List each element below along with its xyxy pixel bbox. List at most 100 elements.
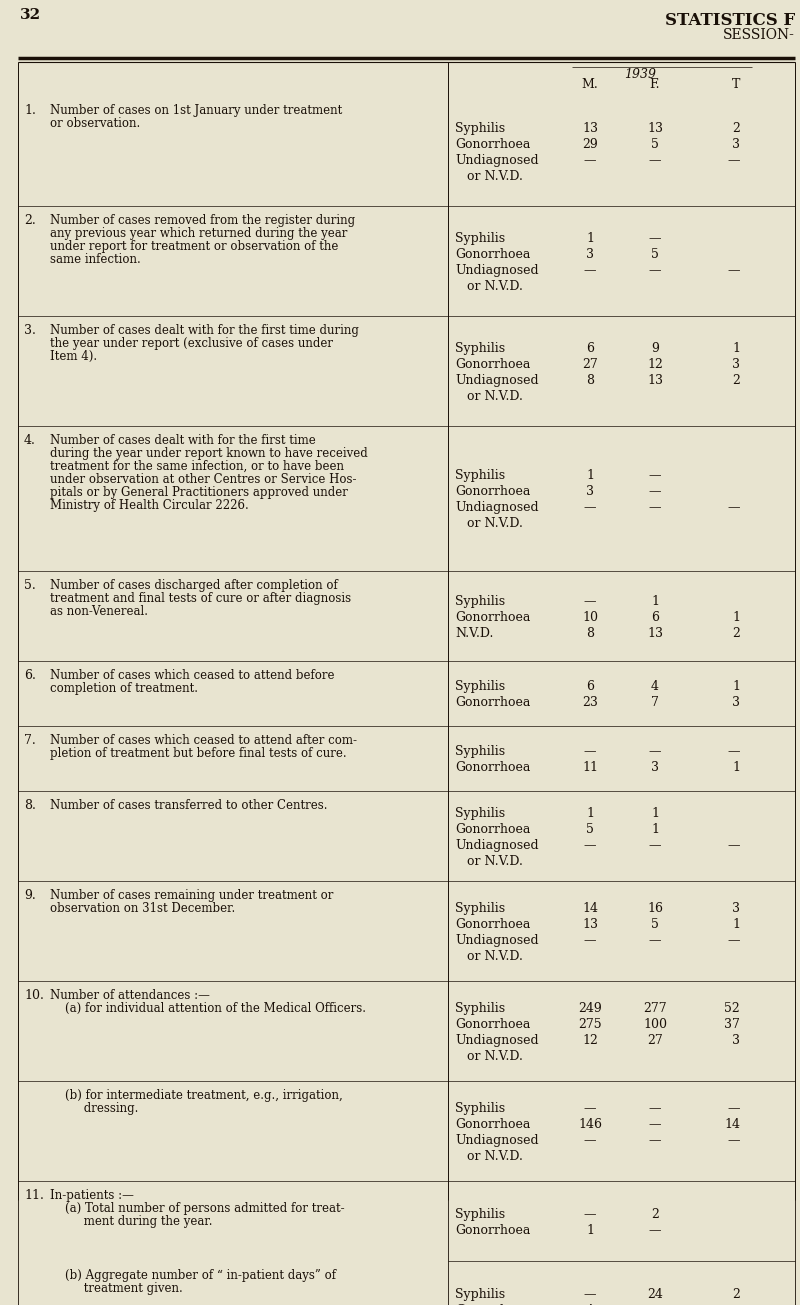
Text: treatment given.: treatment given. <box>50 1282 182 1295</box>
Text: 2: 2 <box>651 1208 659 1221</box>
Text: Undiagnosed: Undiagnosed <box>455 1134 538 1147</box>
Text: 1.: 1. <box>24 104 36 117</box>
Text: Undiagnosed: Undiagnosed <box>455 501 538 514</box>
Text: or N.V.D.: or N.V.D. <box>467 950 523 963</box>
Text: —: — <box>584 934 596 947</box>
Text: 13: 13 <box>582 917 598 930</box>
Text: as non-Venereal.: as non-Venereal. <box>50 606 148 619</box>
Text: 6: 6 <box>586 680 594 693</box>
Text: 14: 14 <box>724 1118 740 1131</box>
Text: 2.: 2. <box>24 214 36 227</box>
Text: 24: 24 <box>647 1288 663 1301</box>
Text: 2: 2 <box>732 375 740 388</box>
Text: Undiagnosed: Undiagnosed <box>455 264 538 277</box>
Text: —: — <box>649 1101 662 1114</box>
Text: Gonorrhoea: Gonorrhoea <box>455 485 530 499</box>
Text: 1939: 1939 <box>624 68 656 81</box>
Text: 5: 5 <box>586 823 594 837</box>
Text: 8: 8 <box>586 375 594 388</box>
Text: 9.: 9. <box>24 889 36 902</box>
Text: Gonorrhoea: Gonorrhoea <box>455 917 530 930</box>
Text: or N.V.D.: or N.V.D. <box>467 517 523 530</box>
Text: Syphilis: Syphilis <box>455 745 505 758</box>
Text: or N.V.D.: or N.V.D. <box>467 1051 523 1064</box>
Text: —: — <box>649 154 662 167</box>
Text: 5: 5 <box>651 917 659 930</box>
Text: Syphilis: Syphilis <box>455 806 505 820</box>
Text: completion of treatment.: completion of treatment. <box>50 683 198 696</box>
Text: 1: 1 <box>651 595 659 608</box>
Text: 13: 13 <box>647 121 663 134</box>
Text: 11: 11 <box>582 761 598 774</box>
Text: Number of cases which ceased to attend before: Number of cases which ceased to attend b… <box>50 669 334 683</box>
Text: Number of cases removed from the register during: Number of cases removed from the registe… <box>50 214 355 227</box>
Text: (b) for intermediate treatment, e.g., irrigation,: (b) for intermediate treatment, e.g., ir… <box>50 1088 342 1101</box>
Text: the year under report (exclusive of cases under: the year under report (exclusive of case… <box>50 337 333 350</box>
Text: Number of cases discharged after completion of: Number of cases discharged after complet… <box>50 579 338 592</box>
Text: 146: 146 <box>578 1118 602 1131</box>
Text: 100: 100 <box>643 1018 667 1031</box>
Text: Undiagnosed: Undiagnosed <box>455 375 538 388</box>
Text: —: — <box>727 154 740 167</box>
Text: 6.: 6. <box>24 669 36 683</box>
Text: 10: 10 <box>582 611 598 624</box>
Text: Syphilis: Syphilis <box>455 232 505 245</box>
Text: Syphilis: Syphilis <box>455 468 505 482</box>
Text: 9: 9 <box>651 342 659 355</box>
Text: —: — <box>727 1101 740 1114</box>
Text: under observation at other Centres or Service Hos-: under observation at other Centres or Se… <box>50 472 357 485</box>
Text: Syphilis: Syphilis <box>455 680 505 693</box>
Text: 1: 1 <box>651 823 659 837</box>
Text: Number of attendances :—: Number of attendances :— <box>50 989 210 1002</box>
Text: 5: 5 <box>651 248 659 261</box>
Text: 3: 3 <box>586 485 594 499</box>
Text: 5.: 5. <box>24 579 36 592</box>
Text: (a) for individual attention of the Medical Officers.: (a) for individual attention of the Medi… <box>50 1002 366 1015</box>
Text: N.V.D.: N.V.D. <box>455 626 494 639</box>
Text: 52: 52 <box>724 1002 740 1015</box>
Text: Undiagnosed: Undiagnosed <box>455 839 538 852</box>
Text: or N.V.D.: or N.V.D. <box>467 1150 523 1163</box>
Text: 3: 3 <box>732 696 740 709</box>
Text: Gonorrhoea: Gonorrhoea <box>455 358 530 371</box>
Text: F.: F. <box>650 78 660 91</box>
Text: —: — <box>584 264 596 277</box>
Text: Number of cases transferred to other Centres.: Number of cases transferred to other Cen… <box>50 799 327 812</box>
Text: Syphilis: Syphilis <box>455 902 505 915</box>
Text: SESSION-: SESSION- <box>723 27 795 42</box>
Text: Gonorrhoea: Gonorrhoea <box>455 1224 530 1237</box>
Text: dressing.: dressing. <box>50 1101 138 1114</box>
Text: Number of cases which ceased to attend after com-: Number of cases which ceased to attend a… <box>50 733 357 746</box>
Text: observation on 31st December.: observation on 31st December. <box>50 902 235 915</box>
Text: 11.: 11. <box>24 1189 44 1202</box>
Text: 1: 1 <box>651 806 659 820</box>
Text: 29: 29 <box>582 138 598 151</box>
Text: any previous year which returned during the year: any previous year which returned during … <box>50 227 347 240</box>
Text: Undiagnosed: Undiagnosed <box>455 154 538 167</box>
Text: Undiagnosed: Undiagnosed <box>455 1034 538 1047</box>
Text: Gonorrhoea: Gonorrhoea <box>455 761 530 774</box>
Text: Gonorrhoea: Gonorrhoea <box>455 1018 530 1031</box>
Text: Gonorrhoea: Gonorrhoea <box>455 1118 530 1131</box>
Text: —: — <box>584 1101 596 1114</box>
Text: Ministry of Health Circular 2226.: Ministry of Health Circular 2226. <box>50 499 249 512</box>
Text: 277: 277 <box>643 1002 667 1015</box>
Text: —: — <box>649 1224 662 1237</box>
Text: or N.V.D.: or N.V.D. <box>467 855 523 868</box>
Text: 2: 2 <box>732 626 740 639</box>
Text: 1: 1 <box>732 611 740 624</box>
Text: 2: 2 <box>732 121 740 134</box>
Text: —: — <box>584 839 596 852</box>
Text: Gonorrhoea: Gonorrhoea <box>455 248 530 261</box>
Text: —: — <box>649 264 662 277</box>
Text: Syphilis: Syphilis <box>455 1002 505 1015</box>
Text: 1: 1 <box>732 761 740 774</box>
Text: —: — <box>727 745 740 758</box>
Text: Gonorrhoea: Gonorrhoea <box>455 696 530 709</box>
Text: or observation.: or observation. <box>50 117 140 130</box>
Text: Syphilis: Syphilis <box>455 1288 505 1301</box>
Text: Undiagnosed: Undiagnosed <box>455 934 538 947</box>
Text: 13: 13 <box>647 626 663 639</box>
Text: 13: 13 <box>647 375 663 388</box>
Text: M.: M. <box>582 78 598 91</box>
